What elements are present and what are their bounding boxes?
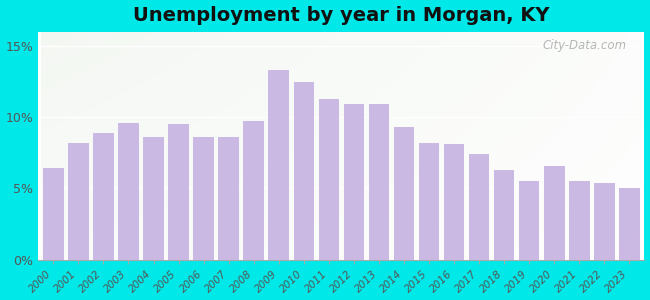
Bar	[444, 144, 464, 260]
Title: Unemployment by year in Morgan, KY: Unemployment by year in Morgan, KY	[133, 6, 550, 25]
Bar	[118, 123, 138, 260]
Bar	[268, 70, 289, 260]
Bar	[619, 188, 640, 260]
Bar	[519, 181, 540, 260]
Bar	[419, 143, 439, 260]
Bar	[494, 170, 514, 260]
Bar	[193, 137, 214, 260]
Bar	[369, 104, 389, 260]
Bar	[318, 99, 339, 260]
Bar	[294, 82, 314, 260]
Bar	[168, 124, 189, 260]
Bar	[344, 104, 364, 260]
Bar	[218, 137, 239, 260]
Bar	[143, 137, 164, 260]
Bar	[394, 127, 414, 260]
Bar	[43, 168, 64, 260]
Bar	[469, 154, 489, 260]
Bar	[93, 133, 114, 260]
Bar	[544, 166, 565, 260]
Bar	[68, 143, 88, 260]
Bar	[244, 122, 264, 260]
Text: City-Data.com: City-Data.com	[542, 38, 626, 52]
Bar	[569, 181, 590, 260]
Bar	[594, 183, 615, 260]
